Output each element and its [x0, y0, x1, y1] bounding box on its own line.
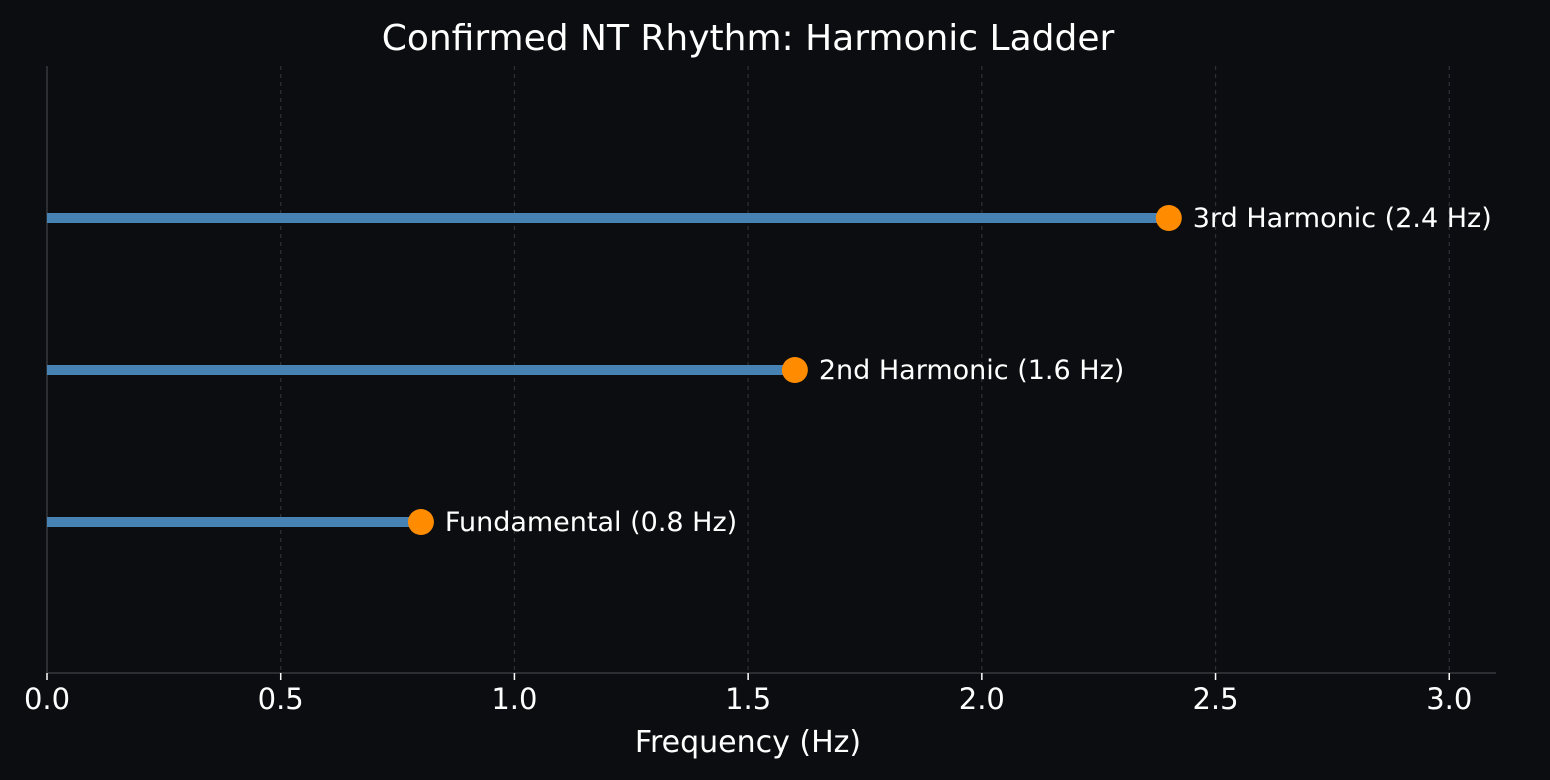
grid-layer — [280, 66, 1450, 673]
x-tick-label-2: 1.0 — [491, 682, 537, 716]
x-tick-label-5: 2.5 — [1192, 682, 1238, 716]
point-label-2: 3rd Harmonic (2.4 Hz) — [1193, 203, 1492, 234]
chart-title: Confirmed NT Rhythm: Harmonic Ladder — [382, 18, 1115, 59]
marker-0 — [407, 509, 434, 535]
x-tick-label-4: 2.0 — [959, 682, 1005, 716]
x-tick-label-3: 1.5 — [725, 682, 771, 716]
x-tick-label-6: 3.0 — [1426, 682, 1472, 716]
marker-1 — [781, 357, 808, 383]
point-label-1: 2nd Harmonic (1.6 Hz) — [819, 355, 1124, 386]
x-axis-label: Frequency (Hz) — [635, 725, 861, 760]
tick-layer: 0.0 0.5 1.0 1.5 2.0 2.5 3.0 — [24, 673, 1472, 716]
point-label-0: Fundamental (0.8 Hz) — [445, 507, 737, 538]
marker-2 — [1155, 205, 1182, 231]
x-tick-label-0: 0.0 — [24, 682, 70, 716]
x-tick-label-1: 0.5 — [258, 682, 304, 716]
mark-layer: Fundamental (0.8 Hz) 2nd Harmonic (1.6 Hz… — [47, 203, 1492, 538]
